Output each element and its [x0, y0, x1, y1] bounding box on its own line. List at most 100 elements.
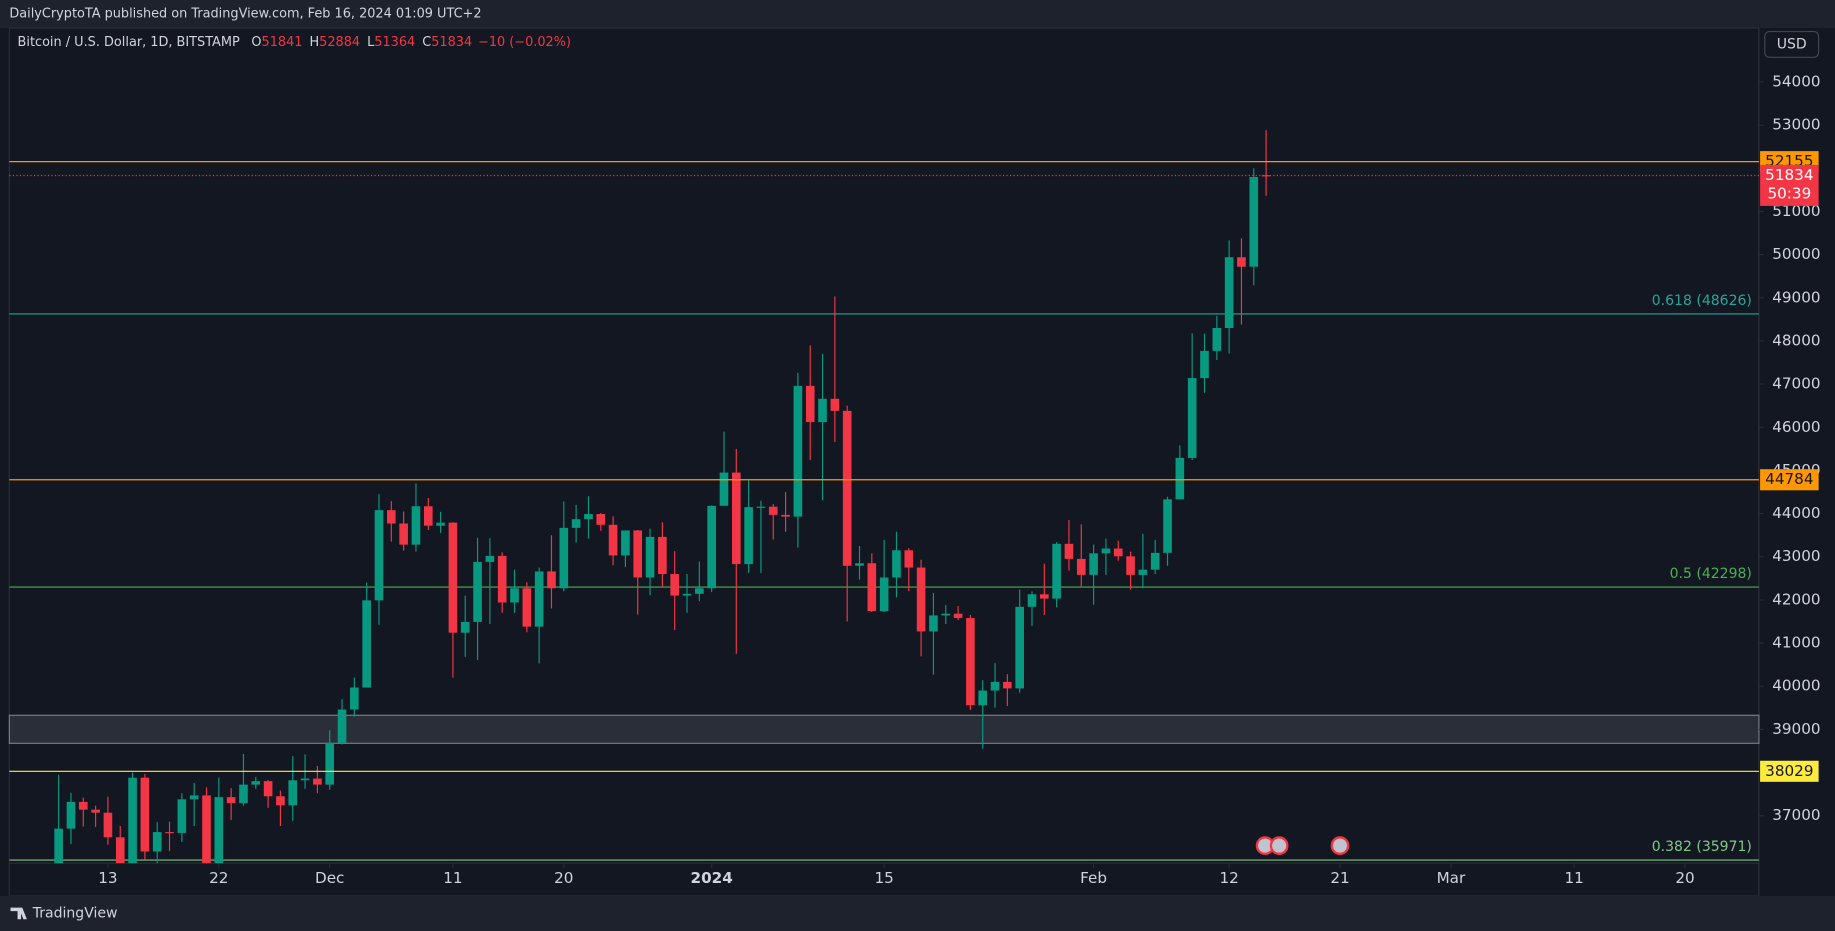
- candle-body: [103, 812, 113, 838]
- candle-body: [473, 561, 482, 622]
- candle-body: [966, 618, 975, 706]
- candle-body: [386, 510, 396, 524]
- candle-body: [1015, 606, 1024, 689]
- candle-body: [313, 778, 322, 785]
- candle-body: [584, 514, 593, 520]
- y-tick-label: 49000: [1772, 288, 1820, 306]
- candle-body: [1126, 556, 1135, 575]
- candles: [54, 130, 1271, 864]
- candle-body: [448, 522, 458, 633]
- y-tick-label: 53000: [1772, 116, 1820, 134]
- candle-body: [682, 593, 692, 596]
- candle-body: [670, 574, 680, 596]
- x-tick-label: 15: [874, 869, 893, 887]
- last-price-label: 51834: [1765, 166, 1813, 184]
- candle-body: [140, 777, 150, 852]
- event-icon[interactable]: [1330, 836, 1350, 855]
- countdown-label: 50:39: [1767, 185, 1811, 203]
- candle-body: [66, 801, 76, 829]
- candle-body: [904, 550, 914, 568]
- candle-body: [54, 828, 63, 864]
- level-price-label: 44784: [1765, 470, 1813, 488]
- candle-body: [497, 555, 507, 603]
- legend-field-label: H: [310, 35, 320, 50]
- candle-body: [522, 588, 532, 627]
- candle-body: [1089, 553, 1098, 575]
- x-tick-label: 11: [1564, 869, 1583, 887]
- x-tick-label: 12: [1219, 869, 1238, 887]
- candle-body: [645, 536, 655, 578]
- event-icon[interactable]: [1269, 836, 1289, 855]
- currency-button[interactable]: [1764, 30, 1820, 58]
- candle-body: [115, 837, 125, 864]
- brand-logo: [10, 907, 27, 920]
- legend-field-value: 51834: [431, 35, 472, 50]
- legend-field-value: 52884: [319, 35, 360, 50]
- candle-body: [830, 398, 840, 411]
- candle-body: [510, 588, 519, 603]
- x-tick-label: 22: [209, 869, 228, 887]
- candle-body: [929, 615, 938, 632]
- x-tick-label: 20: [554, 869, 573, 887]
- candle-body: [781, 514, 790, 517]
- candle-body: [658, 536, 667, 575]
- legend-field-value: 51841: [262, 35, 303, 50]
- legend-field-label: L: [367, 35, 375, 50]
- candle-body: [1249, 176, 1259, 267]
- candle-body: [337, 709, 347, 743]
- legend-change: −10 (−0.02%): [478, 35, 571, 50]
- candle-body: [91, 809, 100, 813]
- last-price-box: [1760, 164, 1819, 206]
- candle-body: [867, 563, 877, 612]
- currency-label[interactable]: USD: [1777, 36, 1807, 52]
- legend-field-value: 51364: [374, 35, 415, 50]
- candle-body: [202, 795, 211, 864]
- candle-body: [362, 600, 371, 688]
- candle-body: [214, 797, 224, 864]
- candle-body: [793, 385, 803, 517]
- candle-body: [78, 801, 88, 810]
- level-price-label: 38029: [1765, 762, 1813, 780]
- candle-body: [152, 832, 162, 852]
- y-tick-label: 51000: [1772, 202, 1820, 220]
- candle-body: [177, 799, 187, 833]
- candle-body: [596, 514, 606, 525]
- candle-body: [559, 527, 569, 589]
- y-tick-label: 43000: [1772, 547, 1820, 565]
- candle-body: [1224, 257, 1234, 329]
- candle-body: [1200, 350, 1209, 379]
- candle-body: [1064, 543, 1074, 559]
- x-tick-label: Dec: [315, 869, 344, 887]
- candle-body: [1076, 558, 1086, 575]
- candle-body: [744, 507, 753, 565]
- legend-field-label: O: [251, 35, 261, 50]
- candle-body: [1187, 378, 1197, 458]
- candle-body: [941, 613, 951, 616]
- x-tick-label: 2024: [691, 869, 733, 887]
- candle-body: [953, 613, 963, 619]
- candle-body: [411, 506, 421, 545]
- candle-body: [1212, 328, 1222, 351]
- y-tick-label: 42000: [1772, 590, 1820, 608]
- candle-body: [633, 530, 643, 578]
- candle-body: [855, 563, 864, 566]
- fib-label: 0.618 (48626): [1652, 293, 1752, 309]
- fib-label: 0.5 (42298): [1670, 566, 1752, 582]
- fib-label: 0.382 (35971): [1652, 839, 1752, 855]
- candle-body: [1261, 175, 1271, 177]
- candle-body: [756, 506, 766, 508]
- candle-body: [731, 472, 741, 565]
- x-tick-label: Mar: [1437, 869, 1466, 887]
- legend-field-label: C: [422, 35, 431, 50]
- y-tick-label: 50000: [1772, 245, 1820, 263]
- candle-body: [621, 530, 630, 556]
- candle-body: [842, 410, 852, 566]
- candle-body: [1163, 499, 1172, 553]
- y-tick-label: 44000: [1772, 504, 1820, 522]
- candle-body: [288, 780, 298, 806]
- candle-body: [695, 588, 704, 594]
- level-price-box: [1760, 469, 1819, 491]
- candle-body: [1003, 681, 1012, 689]
